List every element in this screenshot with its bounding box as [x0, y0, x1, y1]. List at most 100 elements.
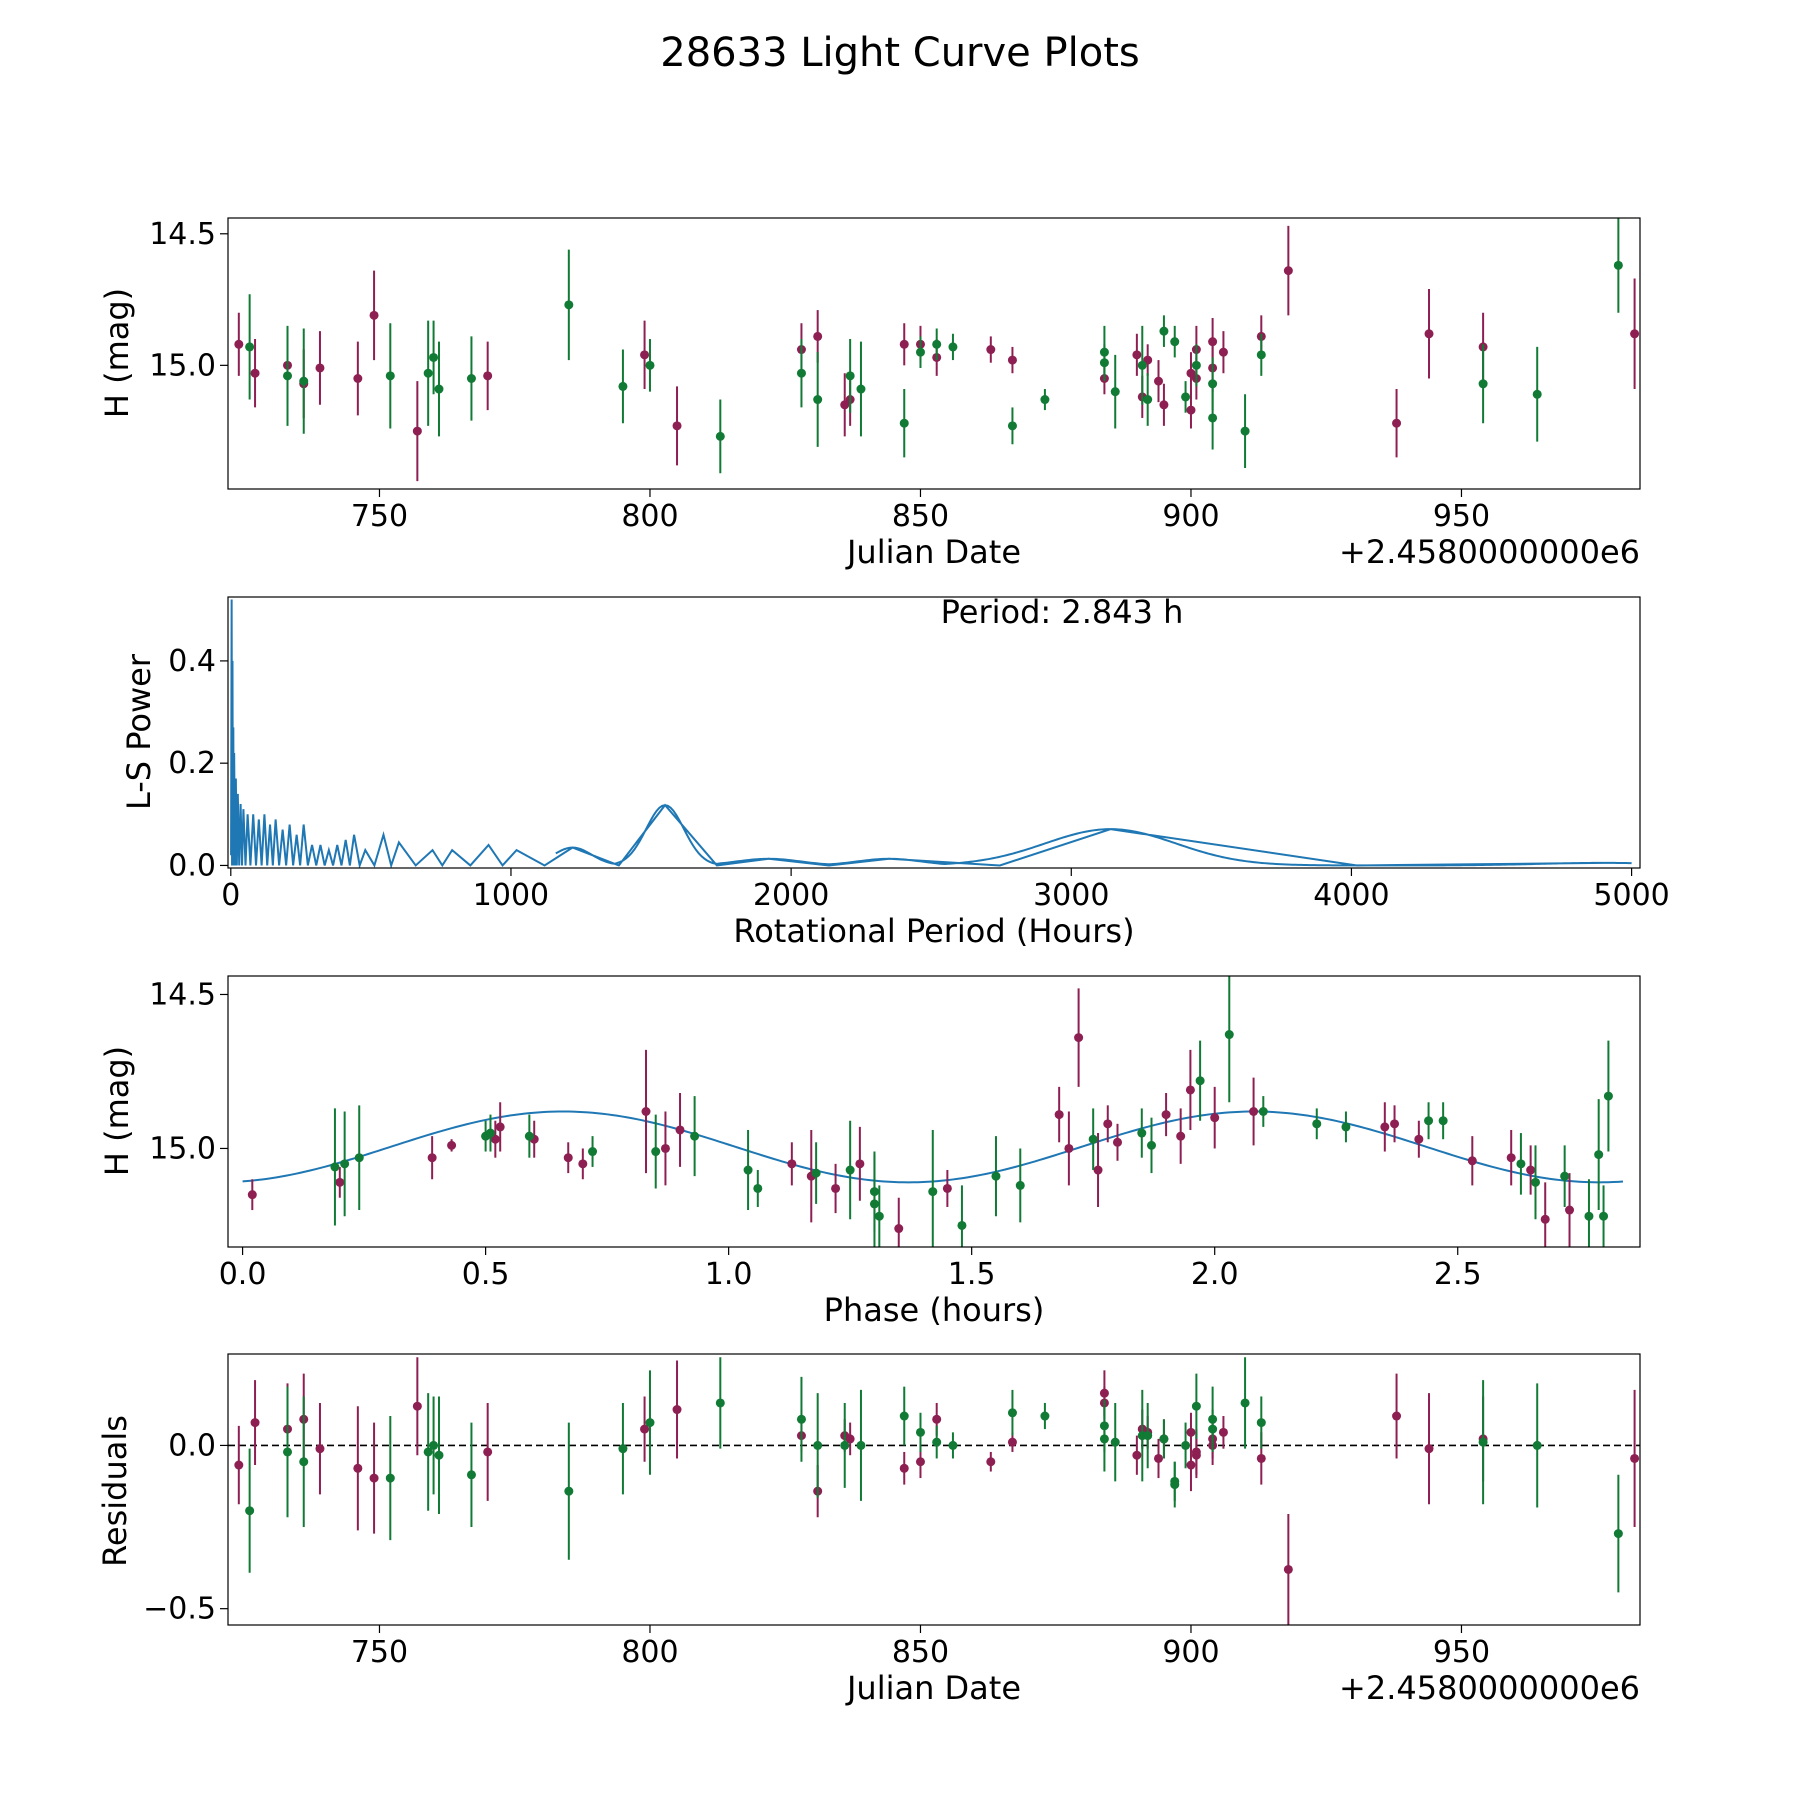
residuals-point-filter_b — [715, 1398, 725, 1408]
residuals-point-filter_b — [1191, 1401, 1201, 1411]
lightcurve-point-filter_b — [915, 347, 925, 357]
lightcurve-point-filter_b — [564, 300, 574, 310]
phased-point-filter_a — [1210, 1113, 1220, 1123]
phased-point-filter_a — [1185, 1085, 1195, 1095]
residuals-point-filter_b — [1532, 1440, 1542, 1450]
period-annotation: Period: 2.843 h — [941, 593, 1184, 631]
phased-point-filter_a — [247, 1190, 257, 1200]
lightcurve-point-filter_a — [369, 310, 379, 320]
phased-point-filter_b — [1137, 1128, 1147, 1138]
periodogram-xtick-label: 4000 — [1313, 878, 1389, 913]
residuals-point-filter_b — [1208, 1424, 1218, 1434]
periodogram-xtick-label: 5000 — [1593, 878, 1669, 913]
residuals-point-filter_a — [640, 1424, 650, 1434]
phased-point-filter_a — [490, 1134, 500, 1144]
lightcurve-point-filter_a — [640, 350, 650, 360]
residuals-frame — [227, 1353, 1641, 1626]
lightcurve-point-filter_b — [1208, 413, 1218, 423]
residuals-point-filter_a — [315, 1444, 325, 1454]
residuals-ytick-label: 0.0 — [168, 1428, 216, 1463]
lightcurve-offset-text: +2.4580000000e6 — [1339, 533, 1640, 571]
phased-point-filter_a — [855, 1159, 865, 1169]
lightcurve-point-filter_a — [899, 339, 909, 349]
phased-point-filter_a — [1390, 1119, 1400, 1129]
lightcurve-point-filter_a — [1154, 376, 1164, 386]
lightcurve-point-filter_b — [1099, 347, 1109, 357]
residuals-point-filter_b — [423, 1447, 433, 1457]
lightcurve-point-filter_b — [245, 342, 255, 352]
phased-point-filter_b — [690, 1131, 700, 1141]
lightcurve-point-filter_b — [1191, 360, 1201, 370]
residuals-point-filter_a — [483, 1447, 493, 1457]
phased-point-filter_a — [787, 1159, 797, 1169]
phased-point-filter_b — [1530, 1177, 1540, 1187]
periodogram-xtick-label: 0 — [221, 878, 240, 913]
phased-point-filter_a — [1064, 1143, 1074, 1153]
phased-point-filter_a — [495, 1122, 505, 1132]
phased-point-filter_a — [578, 1159, 588, 1169]
lightcurve-point-filter_a — [1159, 400, 1169, 410]
phased-point-filter_a — [1074, 1033, 1084, 1043]
residuals-point-filter_b — [915, 1427, 925, 1437]
residuals-point-filter_b — [856, 1440, 866, 1450]
residuals-point-filter_b — [1240, 1398, 1250, 1408]
phased-point-filter_a — [1414, 1134, 1424, 1144]
phased-point-filter_b — [1603, 1091, 1613, 1101]
residuals-point-filter_a — [845, 1434, 855, 1444]
residuals-xlabel: Julian Date — [845, 1669, 1021, 1707]
residuals-point-filter_a — [1132, 1450, 1142, 1460]
phased-point-filter_b — [811, 1168, 821, 1178]
phased-xtick-label: 0.5 — [462, 1257, 510, 1292]
residuals-point-filter_b — [466, 1470, 476, 1480]
residuals-point-filter_b — [1159, 1434, 1169, 1444]
phased-marks — [247, 976, 1613, 1247]
residuals-point-filter_b — [1040, 1411, 1050, 1421]
phased-xtick-label: 2.0 — [1191, 1257, 1239, 1292]
lightcurve-point-filter_a — [483, 371, 493, 381]
residuals-point-filter_a — [1191, 1447, 1201, 1457]
lightcurve-ylabel: H (mag) — [98, 288, 136, 418]
residuals-point-filter_b — [948, 1440, 958, 1450]
phased-point-filter_b — [928, 1187, 938, 1197]
lightcurve-point-filter_b — [423, 368, 433, 378]
phased-xtick-label: 1.5 — [948, 1257, 996, 1292]
residuals-point-filter_a — [234, 1460, 244, 1470]
phased-point-filter_a — [1526, 1165, 1536, 1175]
lightcurve-point-filter_b — [715, 431, 725, 441]
periodogram-line — [230, 599, 1632, 868]
residuals-point-filter_a — [1186, 1460, 1196, 1470]
residuals-point-filter_b — [932, 1437, 942, 1447]
residuals-point-filter_a — [1218, 1427, 1228, 1437]
phased-point-filter_b — [991, 1171, 1001, 1181]
lightcurve-yticks: 15.0 14.5 — [149, 217, 228, 383]
lightcurve-point-filter_b — [899, 418, 909, 428]
phased-point-filter_b — [874, 1211, 884, 1221]
lightcurve-point-filter_b — [1143, 395, 1153, 405]
lightcurve-point-filter_b — [1137, 360, 1147, 370]
lightcurve-point-filter_a — [1132, 350, 1142, 360]
residuals-xtick-label: 950 — [1433, 1635, 1490, 1670]
phased-point-filter_b — [330, 1162, 340, 1172]
lightcurve-point-filter_a — [1218, 347, 1228, 357]
phased-point-filter_b — [1516, 1159, 1526, 1169]
phased-point-filter_b — [1312, 1119, 1322, 1129]
residuals-point-filter_b — [1110, 1437, 1120, 1447]
residuals-point-filter_b — [385, 1473, 395, 1483]
lightcurve-point-filter_b — [385, 371, 395, 381]
phased-point-filter_a — [675, 1125, 685, 1135]
residuals-point-filter_a — [899, 1463, 909, 1473]
residuals-point-filter_a — [1256, 1453, 1266, 1463]
lightcurve-point-filter_a — [234, 339, 244, 349]
phased-point-filter_b — [1088, 1134, 1098, 1144]
periodogram-xtick-label: 2000 — [753, 878, 829, 913]
periodogram-panel: 0 1000 2000 3000 4000 5000 0.0 0.2 0.4 Period: … — [120, 593, 1670, 950]
residuals-point-filter_a — [1007, 1437, 1017, 1447]
phased-point-filter_b — [1438, 1116, 1448, 1126]
lightcurve-xtick-label: 750 — [351, 499, 408, 534]
residuals-point-filter_a — [986, 1457, 996, 1467]
lightcurve-point-filter_a — [813, 331, 823, 341]
phased-point-filter_b — [753, 1183, 763, 1193]
phased-point-filter_a — [831, 1183, 841, 1193]
lightcurve-point-filter_b — [1532, 389, 1542, 399]
